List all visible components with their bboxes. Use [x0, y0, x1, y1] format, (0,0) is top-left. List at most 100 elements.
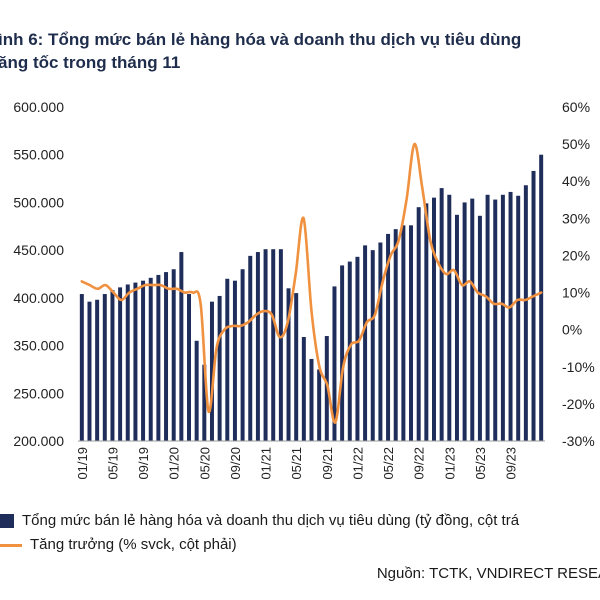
bar: [500, 194, 505, 441]
bar: [363, 245, 368, 441]
bar: [462, 202, 467, 441]
legend-line: Tăng trưởng (% svck, cột phải): [0, 536, 237, 553]
bar: [454, 214, 459, 441]
bar: [447, 194, 452, 441]
bar: [87, 301, 92, 441]
bar: [232, 280, 237, 441]
bar: [309, 358, 314, 441]
x-axis-tick-label: 05/22: [381, 447, 396, 480]
bar: [263, 249, 268, 441]
x-axis-tick-label: 09/23: [504, 447, 519, 480]
left-axis-tick-label: 350.000: [13, 338, 64, 354]
bar: [179, 252, 184, 441]
bar: [171, 269, 176, 441]
legend-line-swatch: [0, 543, 22, 547]
left-axis-tick-label: 450.000: [13, 242, 64, 258]
bar: [148, 277, 153, 441]
bar: [202, 364, 207, 441]
bar: [79, 294, 84, 441]
right-axis-tick-label: 60%: [562, 99, 590, 115]
bar: [523, 185, 528, 441]
legend-line-label: Tăng trưởng (% svck, cột phải): [30, 536, 237, 553]
growth-line: [80, 142, 543, 424]
x-axis-tick-label: 01/23: [442, 447, 457, 480]
bar: [164, 272, 169, 441]
bar: [531, 170, 536, 441]
bar: [516, 195, 521, 441]
bar: [248, 255, 253, 441]
bar: [255, 252, 260, 441]
bar: [340, 265, 345, 441]
x-axis-tick-label: 01/22: [350, 447, 365, 480]
bar: [347, 261, 352, 441]
x-axis-tick-label: 05/20: [197, 447, 212, 480]
x-axis-tick-label: 01/19: [75, 447, 90, 480]
bar: [416, 207, 421, 441]
legend-bars-label: Tổng mức bán lẻ hàng hóa và doanh thu dị…: [22, 512, 520, 529]
bar: [424, 203, 429, 441]
right-axis-tick-label: -20%: [562, 396, 595, 412]
bar: [378, 242, 383, 441]
bar: [240, 269, 245, 441]
bar: [141, 280, 146, 441]
bar: [355, 256, 360, 441]
bar: [225, 278, 230, 441]
left-axis-tick-label: 500.000: [13, 194, 64, 210]
bar: [95, 299, 100, 441]
x-axis-tick-label: 05/23: [473, 447, 488, 480]
bar: [156, 274, 161, 441]
bar: [125, 284, 130, 441]
bar: [102, 294, 107, 441]
bar: [118, 287, 123, 441]
right-axis-tick-label: 40%: [562, 173, 590, 189]
bar: [370, 250, 375, 441]
bar: [393, 229, 398, 441]
x-axis-tick-label: 01/21: [259, 447, 274, 480]
right-axis-tick-label: 10%: [562, 285, 590, 301]
bar: [301, 336, 306, 441]
bar: [386, 233, 391, 441]
left-axis-tick-label: 400.000: [13, 290, 64, 306]
right-axis-tick-label: 30%: [562, 210, 590, 226]
bar: [209, 301, 214, 441]
right-axis-tick-label: 50%: [562, 136, 590, 152]
bar: [485, 194, 490, 441]
x-axis-tick-label: 09/19: [136, 447, 151, 480]
right-axis-tick-label: -10%: [562, 359, 595, 375]
bar: [271, 249, 276, 441]
bar: [217, 295, 222, 441]
bar: [508, 191, 513, 441]
bar: [110, 290, 115, 441]
bar: [278, 249, 283, 441]
legend-bars-swatch: [0, 514, 14, 529]
bar: [539, 154, 544, 441]
bar: [409, 225, 414, 441]
right-axis-tick-label: -30%: [562, 433, 595, 449]
bar: [432, 197, 436, 441]
right-axis-tick-label: 0%: [562, 322, 582, 338]
source-note: Nguồn: TCTK, VNDIRECT RESEA: [376, 565, 600, 582]
right-axis-tick-label: 20%: [562, 247, 590, 263]
bar: [439, 188, 444, 441]
bar: [401, 225, 406, 441]
chart-title-line-1: ình 6: Tổng mức bán lẻ hàng hóa và doanh…: [0, 30, 522, 49]
bar: [332, 286, 337, 441]
left-axis-tick-label: 550.000: [13, 147, 64, 163]
bar: [286, 288, 291, 441]
bar: [294, 293, 299, 441]
x-axis-tick-label: 05/19: [106, 447, 121, 480]
x-axis-tick-label: 09/20: [228, 447, 243, 480]
bar: [194, 340, 199, 441]
x-axis-tick-label: 09/21: [320, 447, 335, 480]
left-axis-tick-label: 200.000: [13, 433, 64, 449]
left-axis-tick-label: 250.000: [13, 385, 64, 401]
bar: [317, 369, 322, 441]
x-axis-tick-label: 01/20: [167, 447, 182, 480]
bar: [470, 198, 475, 441]
x-axis-tick-label: 09/22: [412, 447, 427, 480]
bar: [133, 282, 138, 441]
bar: [477, 215, 482, 441]
bar: [187, 294, 191, 441]
x-axis-tick-label: 05/21: [289, 447, 304, 480]
